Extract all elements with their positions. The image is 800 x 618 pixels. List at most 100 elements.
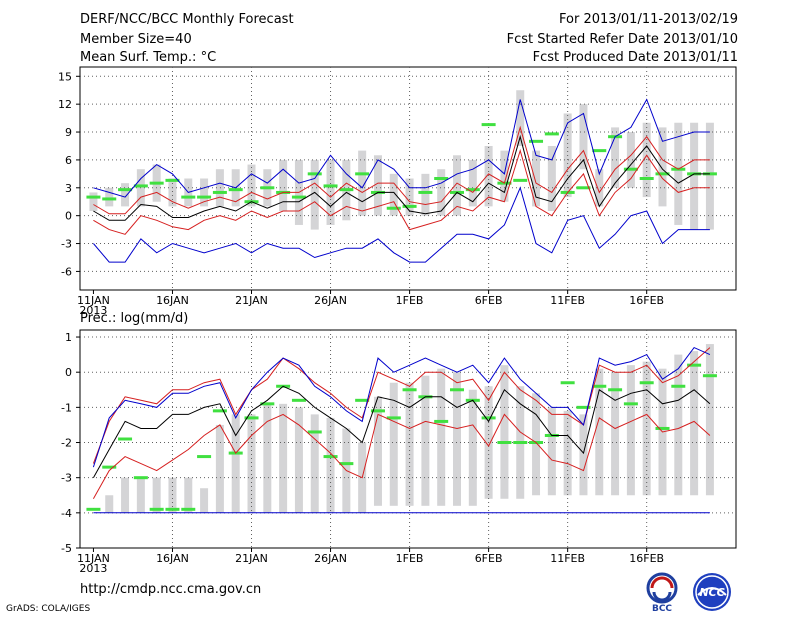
precipitation-range-box <box>200 488 209 513</box>
temperature-range-box <box>215 169 224 207</box>
temperature-observed-marker <box>639 177 654 180</box>
precipitation-observed-marker <box>212 409 227 413</box>
temperature-range-box <box>658 127 667 207</box>
temperature-range-box <box>389 173 398 216</box>
precipitation-observed-marker <box>608 388 623 392</box>
temperature-ytick-label: 3 <box>65 182 72 195</box>
temperature-observed-marker <box>655 172 670 176</box>
bcc-logo: BCC <box>646 572 678 613</box>
temperature-series-min <box>93 186 710 263</box>
ncc-logo-text: NCC <box>699 586 724 599</box>
temperature-range-box <box>705 122 714 230</box>
precipitation-observed-marker <box>702 374 717 378</box>
precipitation-range-box <box>579 414 588 496</box>
temperature-range-box <box>595 169 604 207</box>
precipitation-series-max <box>92 346 711 468</box>
precipitation-range-box <box>642 361 651 496</box>
temperature-range-box <box>89 192 98 212</box>
temperature-observed-marker <box>465 188 480 192</box>
precipitation-observed-marker <box>339 462 354 466</box>
temperature-ytick-label: 9 <box>65 126 72 139</box>
precipitation-observed-marker <box>386 416 401 420</box>
precipitation-range-box <box>674 354 683 496</box>
temperature-range-box <box>500 150 509 202</box>
chart-title: DERF/NCC/BCC Monthly Forecast <box>80 12 294 27</box>
temperature-range-box <box>279 159 288 212</box>
temperature-range-box <box>358 150 367 216</box>
temperature-range-box <box>579 104 588 170</box>
precipitation-observed-marker <box>355 398 370 402</box>
temperature-observed-marker <box>181 195 196 199</box>
temperature-observed-marker <box>212 190 227 194</box>
temperature-observed-marker <box>592 149 607 153</box>
temperature-xtick-label: 26JAN <box>314 294 347 307</box>
temperature-observed-marker <box>402 204 417 208</box>
temperature-observed-marker <box>86 195 101 199</box>
temperature-series-lower <box>93 148 710 235</box>
temperature-range-box <box>516 90 525 146</box>
precipitation-observed-marker <box>181 507 196 511</box>
temperature-range-box <box>626 132 635 188</box>
precipitation-range-box <box>247 414 256 513</box>
precipitation-xtick-label: 6FEB <box>475 552 503 565</box>
precipitation-range-box <box>184 477 193 513</box>
temperature-range-box <box>405 178 414 216</box>
forecast-period: For 2013/01/11-2013/02/19 <box>559 12 738 27</box>
temperature-ytick-label: 12 <box>58 98 72 111</box>
precipitation-ytick-label: 0 <box>65 366 72 379</box>
precipitation-range-box <box>500 365 509 499</box>
temperature-range-box <box>247 164 256 207</box>
precipitation-ytick-label: -1 <box>61 401 72 414</box>
precipitation-range-box <box>705 344 714 496</box>
precipitation-xtick-label: 16FEB <box>629 552 664 565</box>
temperature-xtick-year: 2013 <box>79 304 107 317</box>
precipitation-observed-marker <box>370 409 385 413</box>
precipitation-range-box <box>468 389 477 506</box>
precipitation-range-box <box>547 407 556 496</box>
temperature-ylabel: Mean Surf. Temp.: °C <box>80 50 217 65</box>
temperature-range-box <box>326 159 335 225</box>
temperature-xtick-label: 16FEB <box>629 294 664 307</box>
temperature-observed-marker <box>118 188 133 192</box>
precipitation-observed-marker <box>497 441 512 445</box>
temperature-range-box <box>468 159 477 207</box>
temperature-range-box <box>421 173 430 216</box>
precipitation-xtick-label: 16JAN <box>156 552 189 565</box>
precipitation-range-box <box>405 382 414 506</box>
precipitation-observed-marker <box>244 416 259 420</box>
temperature-series-max <box>93 98 710 198</box>
precipitation-range-box <box>532 393 541 496</box>
precipitation-range-box <box>231 414 240 513</box>
precipitation-observed-marker <box>149 507 164 511</box>
precipitation-series-mean <box>92 385 711 478</box>
precipitation-observed-marker <box>481 416 496 420</box>
precipitation-xtick-label: 11JAN <box>77 552 110 565</box>
precipitation-observed-marker <box>197 455 212 459</box>
precipitation-ytick-label: -2 <box>61 437 72 450</box>
precipitation-observed-marker <box>118 437 133 441</box>
precipitation-range-box <box>136 477 145 513</box>
temperature-xtick-label: 6FEB <box>475 294 503 307</box>
footer-url[interactable]: http://cmdp.ncc.cma.gov.cn <box>80 582 262 597</box>
precipitation-observed-marker <box>560 381 575 385</box>
temperature-observed-marker <box>165 178 180 182</box>
precipitation-range-box <box>294 407 303 513</box>
temperature-range-box <box>484 145 493 207</box>
precipitation-range-box <box>168 477 177 513</box>
precipitation-range-box <box>121 477 130 513</box>
precipitation-series-upper <box>92 347 711 464</box>
temperature-range-box <box>121 183 130 207</box>
temperature-range-box <box>547 145 556 212</box>
precipitation-range-box <box>326 417 335 513</box>
temperature-series-mean <box>93 134 710 221</box>
precipitation-ytick-label: -4 <box>61 507 72 520</box>
precipitation-observed-marker <box>623 402 638 406</box>
temperature-observed-marker <box>149 181 164 185</box>
precipitation-ylabel: Prec.: log(mm/d) <box>80 311 189 326</box>
temperature-ytick-label: 6 <box>65 154 72 167</box>
precipitation-range-box <box>263 403 272 513</box>
precipitation-observed-marker <box>655 426 670 430</box>
temperature-xtick-label: 11JAN <box>77 294 110 307</box>
precipitation-observed-marker <box>687 363 702 367</box>
